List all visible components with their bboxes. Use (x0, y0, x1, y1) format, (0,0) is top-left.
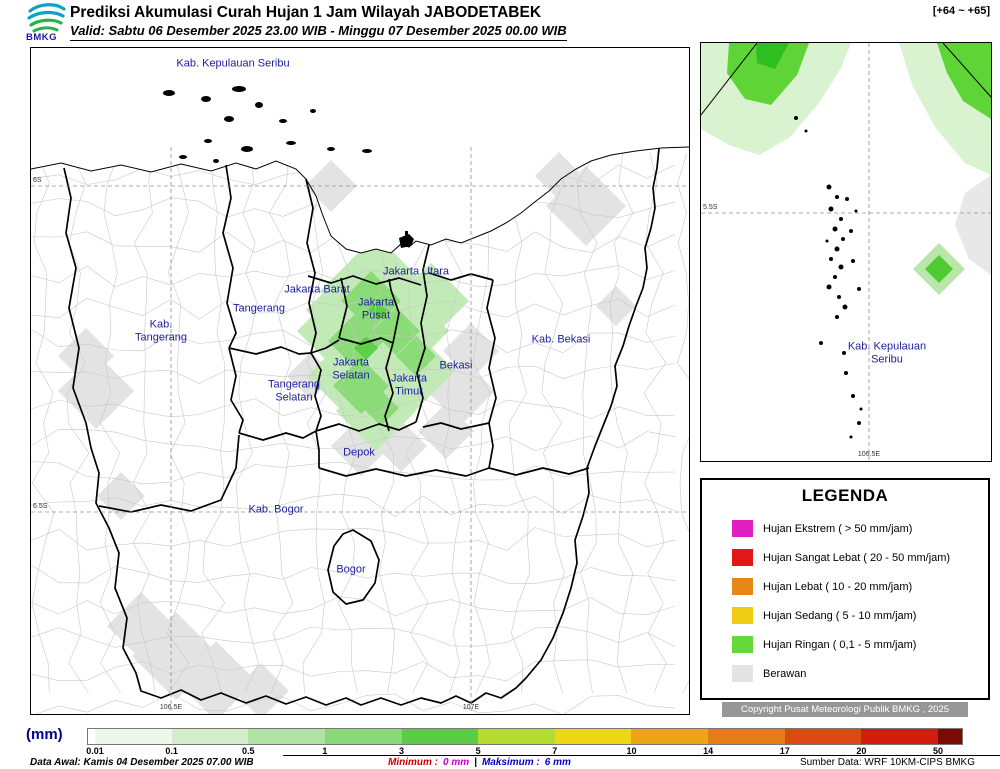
legend-items: Hujan Ekstrem ( > 50 mm/jam) Hujan Sangat… (702, 514, 988, 688)
colorbar-segment (708, 729, 785, 744)
colorbar-segment (95, 729, 172, 744)
valid-period: Valid: Sabtu 06 Desember 2025 23.00 WIB … (70, 23, 567, 41)
colorbar-tick-label: 0.01 (86, 746, 104, 756)
colorbar-segment (324, 729, 402, 744)
legend-swatch (732, 607, 753, 624)
data-source-label: Sumber Data: WRF 10KM-CIPS BMKG (799, 757, 975, 768)
harbor-feature (399, 231, 414, 248)
init-data-label: Data Awal: Kamis 04 Desember 2025 07.00 … (30, 757, 254, 768)
legend-swatch (732, 549, 753, 566)
colorbar-tick-label: 10 (626, 746, 637, 756)
colorbar-tick-label: 20 (856, 746, 867, 756)
rain-cell-deep (354, 336, 378, 360)
inset-islands-layer (794, 116, 863, 439)
legend-item: Hujan Ekstrem ( > 50 mm/jam) (702, 514, 988, 543)
islands-layer (163, 86, 372, 163)
bmkg-logo-icon (27, 3, 66, 33)
colorbar-segment (248, 729, 325, 744)
rain-cell-mid (925, 255, 953, 283)
colorbar-ticks: 0.01 0.1 0.5 1 3 5 7 10 14 17 20 50 (86, 746, 962, 756)
cloud-cell (233, 663, 289, 714)
inset-graticule-layer (701, 43, 991, 461)
minmax-line: Minimum : 0 mm | Maksimum : 6 mm (388, 757, 571, 768)
cloud-cell (535, 152, 583, 200)
main-map: Kab. Kepulauan Seribu Tangerang Kab. Tange… (30, 47, 690, 715)
colorbar-segment (631, 729, 708, 744)
legend-label: Hujan Ringan ( 0,1 - 5 mm/jam) (763, 638, 917, 651)
minimum-value: 0 mm (443, 757, 470, 768)
footer-divider (283, 755, 1000, 756)
rain-cell-deep (368, 300, 388, 320)
cloud-cell (58, 328, 114, 384)
main-map-svg (31, 48, 689, 714)
colorbar-segment (478, 729, 555, 744)
colorbar-unit-label: (mm) (26, 726, 63, 743)
rain-cell-mid (396, 336, 436, 376)
colorbar-tick-label: 5 (475, 746, 481, 756)
maximum-label: Maksimum : (481, 757, 540, 768)
maximum-value: 6 mm (544, 757, 571, 768)
legend-item: Hujan Sedang ( 5 - 10 mm/jam) (702, 601, 988, 630)
colorbar-tick-label: 0.1 (165, 746, 178, 756)
rain-contour-core (756, 43, 789, 69)
colorbar-segment (937, 729, 962, 744)
legend-title: LEGENDA (801, 486, 889, 505)
minimum-label: Minimum : (388, 757, 438, 768)
colorbar-tick-label: 3 (399, 746, 405, 756)
inset-map: Kab. Kepulauan Seribu 5.5S 106.5E (700, 42, 992, 462)
cloud-cell (596, 286, 636, 326)
cloud-cell (418, 403, 474, 459)
colorbar-segment (784, 729, 862, 744)
legend-label: Hujan Ekstrem ( > 50 mm/jam) (763, 522, 913, 535)
colorbar-segment (861, 729, 938, 744)
legend-swatch (732, 665, 753, 682)
colorbar-tick-label: 14 (703, 746, 714, 756)
rain-contour-bright (937, 43, 991, 119)
inset-map-svg (701, 43, 991, 461)
cloud-contour (955, 175, 991, 275)
colorbar-segment (88, 729, 95, 744)
colorbar-tick-label: 0.5 (242, 746, 255, 756)
colorbar-tick-label: 7 (552, 746, 558, 756)
inset-coastline (701, 43, 758, 116)
rain-area-layer (297, 235, 469, 451)
inset-coastline (942, 43, 991, 98)
legend-item: Hujan Ringan ( 0,1 - 5 mm/jam) (702, 630, 988, 659)
page-title: Prediksi Akumulasi Curah Hujan 1 Jam Wil… (70, 4, 542, 21)
graticule-layer (31, 147, 689, 714)
legend-label: Hujan Sedang ( 5 - 10 mm/jam) (763, 609, 917, 622)
cloud-cell (305, 160, 357, 212)
legend-swatch (732, 636, 753, 653)
colorbar (87, 728, 963, 745)
rain-cell-mid (363, 390, 399, 426)
minmax-separator: | (474, 757, 477, 768)
regency-boundaries-layer (63, 147, 660, 706)
legend-item: Berawan (702, 659, 988, 688)
colorbar-tick-label: 50 (932, 746, 944, 756)
cloud-cell (176, 641, 256, 714)
colorbar-tick-label: 1 (322, 746, 328, 756)
colorbar-tick-label: 17 (779, 746, 790, 756)
copyright-bar: Copyright Pusat Meteorologi Publik BMKG … (722, 702, 968, 717)
inset-rain-diamond (913, 243, 965, 295)
forecast-hour-range: [+64 ~ +65] (932, 5, 990, 17)
legend-swatch (732, 578, 753, 595)
colorbar-segment (554, 729, 632, 744)
legend-panel: LEGENDA Hujan Ekstrem ( > 50 mm/jam) Huja… (700, 478, 990, 700)
bmkg-logo-label: BMKG (26, 32, 58, 43)
legend-label: Hujan Sangat Lebat ( 20 - 50 mm/jam) (763, 551, 951, 564)
district-boundaries-layer (31, 152, 689, 714)
legend-item: Hujan Sangat Lebat ( 20 - 50 mm/jam) (702, 543, 988, 572)
rain-contour-bright (727, 43, 809, 105)
colorbar-segment (171, 729, 249, 744)
legend-swatch (732, 520, 753, 537)
legend-label: Hujan Lebat ( 10 - 20 mm/jam) (763, 580, 913, 593)
coastline (31, 146, 689, 254)
legend-item: Hujan Lebat ( 10 - 20 mm/jam) (702, 572, 988, 601)
colorbar-segment (401, 729, 479, 744)
legend-label: Berawan (763, 667, 807, 680)
